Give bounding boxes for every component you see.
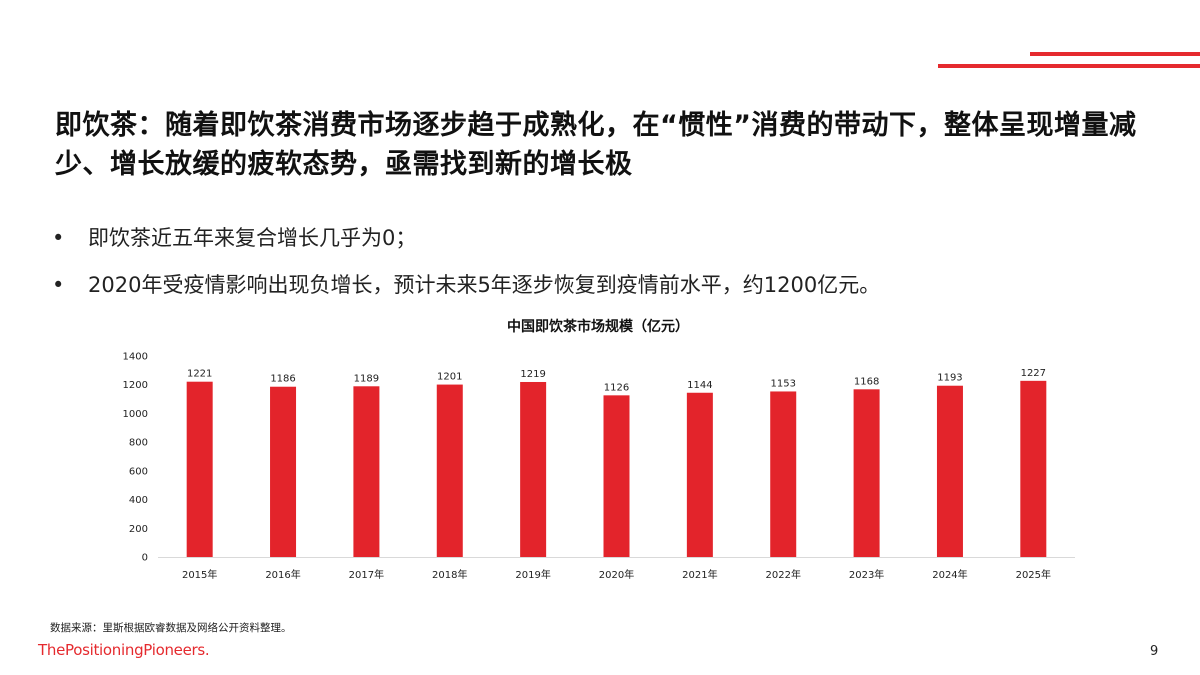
y-tick-label: 0 — [142, 553, 148, 564]
data-labels: 1221 1186 1189 1201 1219 1126 1144 1153 1168 1193… — [187, 368, 1046, 394]
x-tick-label: 2022年 — [766, 568, 801, 581]
y-tick-label: 1400 — [123, 352, 148, 363]
bullet-list: • 即饮茶近五年来复合增长几乎为0； • 2020年受疫情影响出现负增长，预计未… — [52, 226, 880, 320]
y-tick-label: 1200 — [123, 380, 148, 391]
bar-value-label: 1219 — [520, 369, 545, 380]
bar — [353, 386, 380, 557]
brand-logo-text: ThePositioningPioneers. — [38, 641, 210, 659]
bar — [603, 395, 630, 557]
bullet-item: • 即饮茶近五年来复合增长几乎为0； — [52, 226, 880, 250]
x-tick-label: 2020年 — [599, 568, 634, 581]
x-tick-label: 2015年 — [182, 568, 217, 581]
page-number: 9 — [1150, 644, 1159, 659]
y-tick-label: 200 — [129, 524, 148, 535]
chart-title: 中国即饮茶市场规模（亿元） — [507, 318, 689, 335]
x-tick-label: 2024年 — [932, 568, 967, 581]
bar-value-label: 1201 — [437, 372, 462, 383]
bar-value-label: 1153 — [771, 378, 796, 389]
x-tick-label: 2021年 — [682, 568, 717, 581]
bar — [186, 381, 213, 557]
decorative-line-bottom — [938, 64, 1200, 68]
x-axis: 2015年 2016年 2017年 2018年 2019年 2020年 2021年 2022年… — [182, 568, 1051, 581]
bar — [270, 386, 297, 557]
x-tick-label: 2019年 — [515, 568, 550, 581]
bullet-text: 2020年受疫情影响出现负增长，预计未来5年逐步恢复到疫情前水平，约1200亿元… — [88, 273, 881, 297]
y-tick-label: 800 — [129, 438, 148, 449]
x-tick-label: 2018年 — [432, 568, 467, 581]
bar-value-label: 1186 — [270, 374, 295, 385]
bar — [520, 381, 547, 557]
x-tick-label: 2017年 — [349, 568, 384, 581]
bullet-marker: • — [52, 226, 65, 250]
x-tick-label: 2023年 — [849, 568, 884, 581]
y-tick-label: 1000 — [123, 409, 148, 420]
data-source-note: 数据来源：里斯根据欧睿数据及网络公开资料整理。 — [50, 622, 292, 634]
bar-value-label: 1193 — [937, 373, 962, 384]
bar-value-label: 1227 — [1021, 368, 1046, 379]
bar — [853, 389, 880, 557]
bar — [1020, 380, 1047, 557]
bar-value-label: 1189 — [354, 373, 379, 384]
bars — [186, 380, 1047, 557]
bar — [770, 391, 797, 557]
y-axis: 0 200 400 600 800 1000 1200 1400 — [123, 352, 1075, 564]
x-tick-label: 2016年 — [265, 568, 300, 581]
y-tick-label: 600 — [129, 466, 148, 477]
bullet-marker: • — [52, 273, 65, 297]
bar-value-label: 1126 — [604, 382, 629, 393]
y-tick-label: 400 — [129, 495, 148, 506]
bullet-text: 即饮茶近五年来复合增长几乎为0； — [88, 226, 417, 250]
bar — [936, 385, 963, 557]
x-tick-label: 2025年 — [1016, 568, 1051, 581]
decorative-line-top — [1030, 52, 1200, 56]
bar-value-label: 1221 — [187, 369, 212, 380]
bar-value-label: 1144 — [687, 380, 712, 391]
bar — [686, 392, 713, 557]
bullet-item: • 2020年受疫情影响出现负增长，预计未来5年逐步恢复到疫情前水平，约1200… — [52, 273, 880, 297]
bar-value-label: 1168 — [854, 376, 879, 387]
slide-title: 即饮茶：随着即饮茶消费市场逐步趋于成熟化，在“惯性”消费的带动下，整体呈现增量减… — [55, 110, 1137, 180]
bar — [436, 384, 463, 557]
